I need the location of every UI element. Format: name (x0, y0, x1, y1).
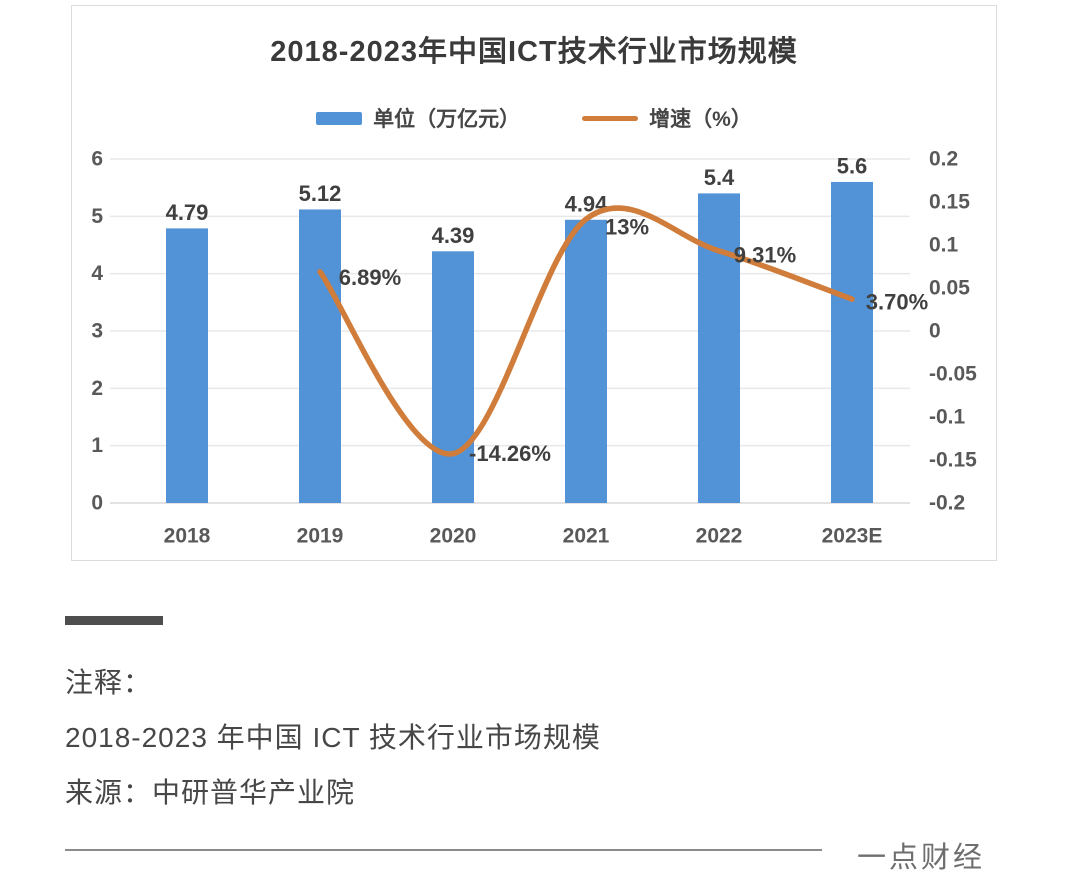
right-axis-tick: -0.1 (929, 406, 966, 429)
line-label-2023E: 3.70% (866, 290, 928, 315)
bar-2021 (565, 219, 607, 504)
x-axis-label-2023E: 2023E (822, 525, 883, 548)
bar-label-2018: 4.79 (166, 200, 209, 225)
bar-2018 (166, 228, 208, 503)
left-axis-tick: 6 (91, 148, 103, 171)
line-label-2019: 6.89% (339, 265, 401, 290)
chart-title: 2018-2023年中国ICT技术行业市场规模 (270, 36, 798, 68)
bar-2019 (299, 209, 341, 503)
right-axis-tick: -0.2 (929, 492, 965, 515)
growth-line (317, 205, 855, 457)
legend-item-line-series: 增速（%） (582, 103, 752, 133)
bar-2020 (432, 251, 474, 503)
x-axis-label-2021: 2021 (563, 525, 610, 548)
chart-panel: 2018-2023年中国ICT技术行业市场规模 单位（万亿元） 增速（%） 6 5… (71, 5, 997, 561)
bar-series-swatch-icon (316, 111, 363, 125)
right-axis-tick: -0.15 (929, 449, 977, 472)
left-axis-tick: 3 (91, 320, 103, 343)
left-axis-tick: 0 (91, 492, 103, 515)
bar-label-2020: 4.39 (432, 223, 475, 248)
plot-area: 6 5 4 3 2 1 0 0.2 0.15 0.1 0.05 0 -0.05 -0.1 -0.15 -0.2… (91, 148, 977, 548)
left-axis-tick: 1 (91, 434, 103, 457)
right-axis-tick: 0.1 (929, 234, 959, 257)
legend-label-bar-series: 单位（万亿元） (373, 108, 521, 131)
x-axis-label-2019: 2019 (297, 525, 344, 548)
note-dash (65, 616, 163, 625)
x-axis-label-2022: 2022 (696, 525, 743, 548)
footer-divider (65, 849, 822, 851)
line-label-2022: 9.31% (734, 242, 796, 267)
left-axis-tick: 4 (91, 262, 103, 285)
right-axis-tick: 0.15 (929, 191, 970, 214)
line-label-2021: 13% (605, 215, 649, 240)
x-axis-label-2020: 2020 (430, 525, 477, 548)
right-axis-tick: 0 (929, 320, 941, 343)
line-label-2020: -14.26% (469, 441, 551, 466)
bar-label-2019: 5.12 (299, 181, 342, 206)
left-axis-tick: 5 (91, 205, 103, 228)
note-caption: 2018-2023 年中国 ICT 技术行业市场规模 (65, 722, 601, 753)
line-series-swatch-icon (582, 115, 639, 121)
chart-legend: 单位（万亿元） 增速（%） (72, 103, 996, 133)
bar-2022 (698, 193, 740, 503)
note-label: 注释： (65, 667, 153, 698)
note-source: 来源：中研普华产业院 (65, 777, 356, 808)
right-axis-tick: 0.05 (929, 277, 970, 300)
bar-2023E (831, 181, 873, 503)
footer-brand: 一点财经 (857, 842, 986, 874)
legend-item-bar-series: 单位（万亿元） (316, 103, 520, 133)
x-axis-label-2018: 2018 (164, 525, 211, 548)
right-axis-tick: -0.05 (929, 363, 977, 386)
left-axis-tick: 2 (91, 377, 103, 400)
bar-label-2023E: 5.6 (837, 153, 868, 178)
right-axis-tick: 0.2 (929, 148, 958, 171)
legend-label-line-series: 增速（%） (649, 108, 752, 131)
bar-label-2022: 5.4 (704, 165, 735, 190)
